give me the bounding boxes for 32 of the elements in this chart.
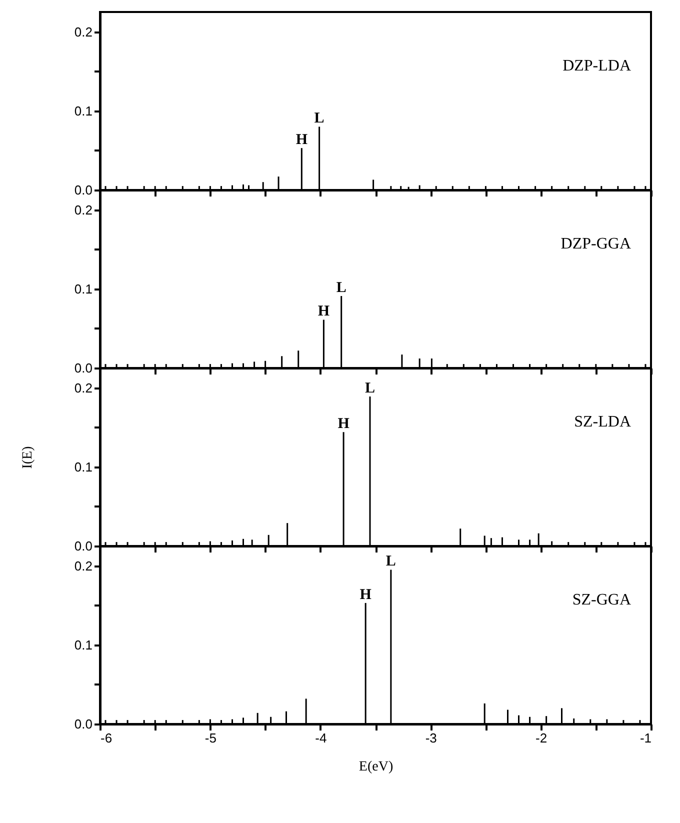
y-tick-label: 0.2 <box>74 202 92 218</box>
x-tick-label: -5 <box>204 730 216 746</box>
y-tick-label: 0.1 <box>74 637 92 652</box>
y-tick-label: 0.2 <box>74 24 92 40</box>
y-axis-title: I(E) <box>20 446 36 469</box>
annotation: L <box>364 380 375 396</box>
annotation: L <box>386 554 396 570</box>
y-tick-label: 0.1 <box>74 103 92 118</box>
annotation: H <box>360 586 372 603</box>
y-tick-label: 0.0 <box>74 360 92 376</box>
y-tick-label: 0.0 <box>74 538 92 554</box>
annotation: L <box>314 110 324 127</box>
y-tick-label: 0.0 <box>74 182 92 198</box>
x-tick-label: -2 <box>536 730 548 746</box>
x-tick-label: -4 <box>315 730 327 746</box>
annotation: SZ-GGA <box>572 591 632 608</box>
annotation: H <box>338 416 350 432</box>
annotation: H <box>296 132 308 148</box>
annotation: H <box>318 304 330 320</box>
y-tick-label: 0.0 <box>74 716 92 732</box>
y-tick-label: 0.1 <box>74 281 92 296</box>
y-tick-label: 0.1 <box>74 459 92 474</box>
annotation: DZP-LDA <box>562 57 632 74</box>
annotation: L <box>336 280 346 296</box>
annotation: DZP-GGA <box>560 235 632 252</box>
annotation: SZ-LDA <box>574 413 632 430</box>
x-axis-title: E(eV) <box>358 760 394 774</box>
x-tick-label: -6 <box>100 730 112 746</box>
y-tick-label: 0.2 <box>74 558 92 574</box>
x-tick-label: -3 <box>425 730 437 746</box>
y-tick-label: 0.2 <box>74 380 92 396</box>
x-tick-label: -1 <box>640 730 652 746</box>
